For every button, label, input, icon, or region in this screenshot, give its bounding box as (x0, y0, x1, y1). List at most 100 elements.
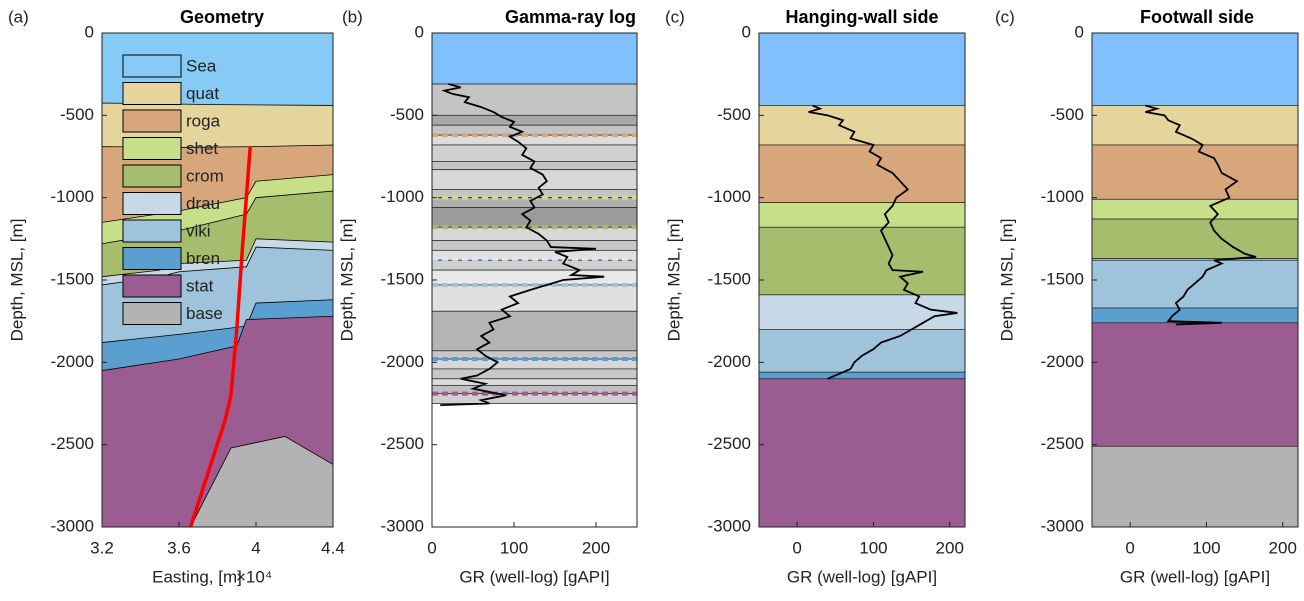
x-tick-label: 0 (427, 538, 436, 557)
panel: Sea quat roga shet crom drau viki bren stat base 0… (7, 7, 344, 587)
layer (432, 259, 637, 271)
y-tick-label: -1000 (51, 187, 94, 206)
layer (432, 207, 637, 228)
legend-swatch (122, 137, 182, 160)
layer (432, 368, 637, 380)
y-tick-label: -2500 (51, 434, 94, 453)
legend-label: viki (186, 221, 211, 240)
layer (759, 33, 965, 106)
y-tick-label: -2500 (708, 434, 751, 453)
layer (1092, 144, 1298, 200)
x-tick-label: 100 (500, 538, 528, 557)
legend-label: crom (186, 166, 224, 185)
legend-label: roga (186, 111, 221, 130)
layer (432, 269, 637, 286)
layer (759, 105, 965, 146)
chart-title: Hanging-wall side (785, 7, 938, 27)
y-tick-label: 0 (1075, 22, 1084, 41)
x-axis-multiplier: ×10⁴ (236, 567, 272, 586)
y-axis-label: Depth, MSL, [m] (337, 219, 356, 342)
layer (190, 436, 333, 527)
y-tick-label: -1500 (708, 269, 751, 288)
x-tick-label: 4.4 (321, 538, 345, 557)
chart-title: Footwall side (1140, 7, 1254, 27)
layer (1092, 445, 1298, 527)
legend-swatch (122, 247, 182, 270)
y-axis-label: Depth, MSL, [m] (7, 219, 26, 342)
x-tick-label: 200 (582, 538, 610, 557)
y-tick-label: -1000 (708, 187, 751, 206)
y-axis-label: Depth, MSL, [m] (997, 219, 1016, 342)
y-tick-label: -3000 (708, 516, 751, 535)
y-tick-label: -1500 (381, 269, 424, 288)
y-tick-label: -3000 (51, 516, 94, 535)
layer (759, 144, 965, 204)
gr-log (808, 104, 958, 380)
x-tick-label: 100 (1192, 538, 1220, 557)
panel-label: (a) (8, 7, 29, 26)
y-tick-label: -2500 (381, 434, 424, 453)
legend-swatch (122, 82, 182, 105)
legend-swatch (122, 192, 182, 215)
y-tick-label: -500 (717, 105, 751, 124)
y-tick-label: -500 (1050, 105, 1084, 124)
layer (1092, 307, 1298, 324)
chart-title: Geometry (180, 7, 264, 27)
gr-log (1145, 104, 1257, 326)
legend-swatch (122, 54, 182, 78)
layer (1092, 198, 1298, 220)
panel: 0 -500 -1000 -1500 -2000 -2500 -3000 0 100 200 (c)… (664, 7, 966, 586)
y-tick-label: -1500 (51, 269, 94, 288)
legend-label: drau (186, 194, 220, 213)
y-tick-label: -1000 (381, 187, 424, 206)
plot-area (759, 33, 965, 527)
legend-swatch (122, 274, 182, 298)
y-tick-label: -500 (390, 105, 424, 124)
layer (1092, 322, 1298, 447)
layer (432, 83, 637, 116)
x-tick-label: 200 (936, 538, 964, 557)
x-tick-label: 3.2 (90, 538, 114, 557)
y-tick-label: -3000 (381, 516, 424, 535)
y-tick-label: -2000 (1041, 352, 1084, 371)
y-tick-label: -2500 (1041, 434, 1084, 453)
layer (759, 294, 965, 330)
gr-log (440, 83, 605, 407)
y-tick-label: -1500 (1041, 269, 1084, 288)
layer (432, 33, 637, 85)
panel: 0 -500 -1000 -1500 -2000 -2500 -3000 0 100 200 (c)… (995, 7, 1299, 586)
x-axis-label: GR (well-log) [gAPI] (459, 567, 609, 586)
layer (759, 371, 965, 380)
y-tick-label: -2000 (708, 352, 751, 371)
layer (1092, 33, 1298, 106)
x-tick-label: 100 (859, 538, 887, 557)
y-tick-label: 0 (742, 22, 751, 41)
panel-label: (b) (342, 7, 363, 26)
layer (759, 226, 965, 296)
y-tick-label: -2000 (51, 352, 94, 371)
y-tick-label: -500 (60, 105, 94, 124)
x-tick-label: 200 (1269, 538, 1297, 557)
x-axis-label: GR (well-log) [gAPI] (787, 567, 937, 586)
legend-label: base (186, 304, 223, 323)
plot-area (432, 33, 637, 527)
x-tick-label: 0 (1125, 538, 1134, 557)
layer (432, 240, 637, 251)
layer (432, 310, 637, 352)
panel-label: (c) (665, 7, 685, 26)
layer (759, 378, 965, 527)
plot-area (1092, 33, 1298, 527)
legend-swatch (122, 302, 182, 325)
layer (432, 144, 637, 162)
legend-label: quat (186, 84, 219, 103)
chart-title: Gamma-ray log (505, 7, 636, 27)
layer (432, 169, 637, 190)
y-axis-label: Depth, MSL, [m] (664, 219, 683, 342)
x-tick-label: 4 (251, 538, 260, 557)
layer (432, 114, 637, 126)
y-tick-label: -2000 (381, 352, 424, 371)
x-axis-label: Easting, [m] (152, 567, 242, 586)
legend-swatch (122, 219, 182, 243)
y-tick-label: 0 (415, 22, 424, 41)
